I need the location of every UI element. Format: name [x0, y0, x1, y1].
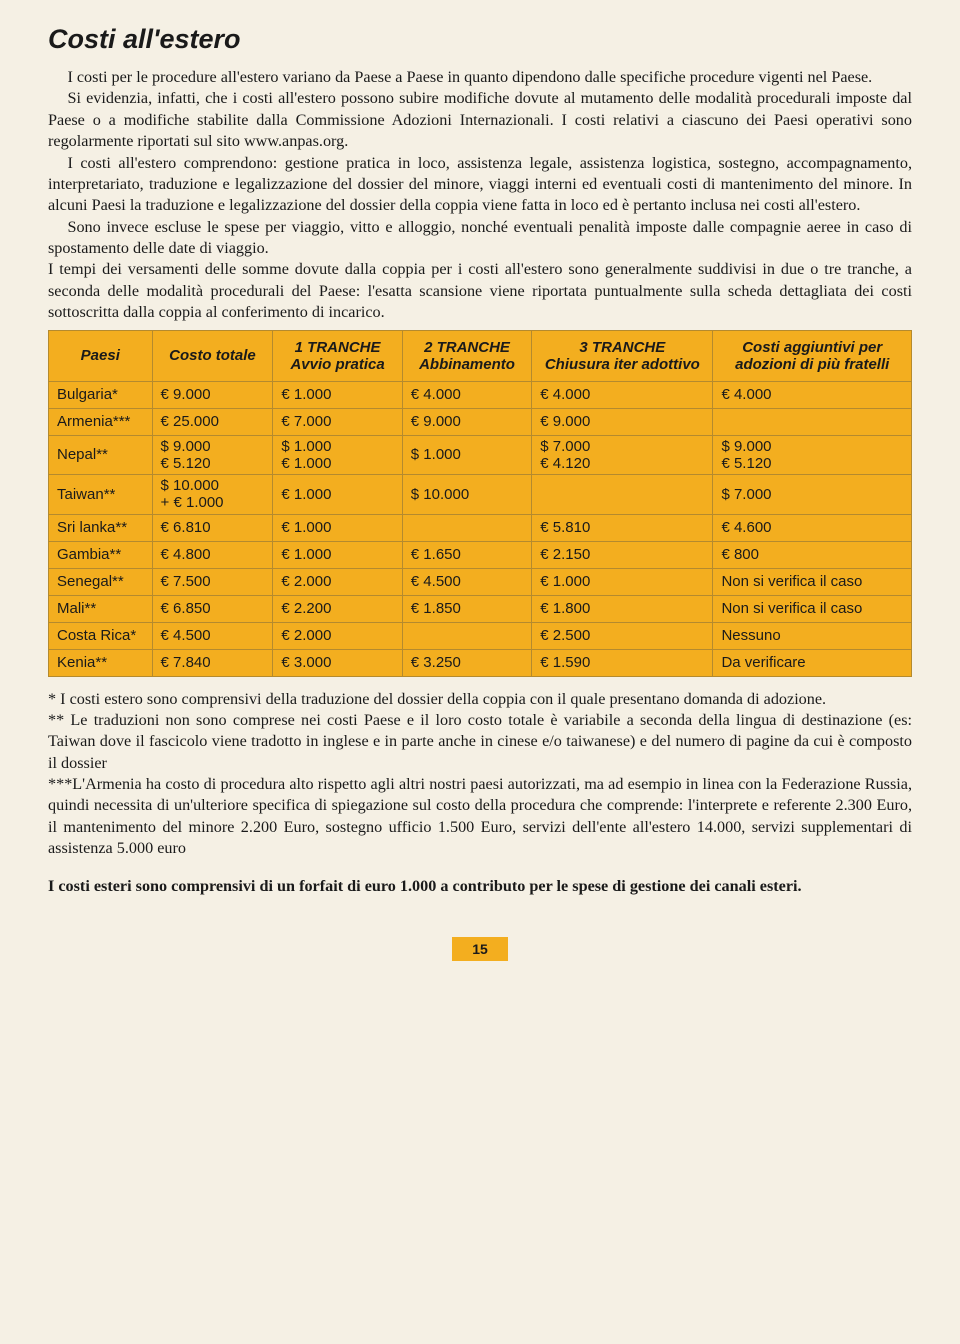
- cell-value: € 2.500: [532, 622, 713, 649]
- table-row: Nepal**$ 9.000€ 5.120$ 1.000€ 1.000$ 1.0…: [49, 435, 912, 475]
- page-number: 15: [452, 937, 508, 961]
- cell-country: Kenia**: [49, 649, 153, 676]
- footnote-1: * I costi estero sono comprensivi della …: [48, 689, 912, 710]
- cell-value: $ 7.000: [713, 475, 912, 515]
- cell-value: Da verificare: [713, 649, 912, 676]
- cell-value: € 6.810: [152, 514, 273, 541]
- cell-country: Senegal**: [49, 568, 153, 595]
- cell-value: € 1.800: [532, 595, 713, 622]
- cell-value: € 1.000: [273, 541, 402, 568]
- cell-value: € 4.000: [713, 381, 912, 408]
- cell-country: Costa Rica*: [49, 622, 153, 649]
- th-costo: Costo totale: [152, 330, 273, 381]
- cell-value: € 1.000: [532, 568, 713, 595]
- paragraph-1: I costi per le procedure all'estero vari…: [48, 67, 912, 88]
- footnote-2: ** Le traduzioni non sono comprese nei c…: [48, 710, 912, 774]
- cell-value: € 7.500: [152, 568, 273, 595]
- cell-value: € 2.000: [273, 622, 402, 649]
- cell-value: € 1.000: [273, 514, 402, 541]
- table-row: Gambia**€ 4.800€ 1.000€ 1.650€ 2.150€ 80…: [49, 541, 912, 568]
- table-row: Taiwan**$ 10.000+ € 1.000€ 1.000$ 10.000…: [49, 475, 912, 515]
- body-text-block: I costi per le procedure all'estero vari…: [48, 67, 912, 324]
- cell-value: € 1.650: [402, 541, 531, 568]
- cell-value: Non si verifica il caso: [713, 568, 912, 595]
- th-tranche1: 1 TRANCHEAvvio pratica: [273, 330, 402, 381]
- footnote-3: ***L'Armenia ha costo di procedura alto …: [48, 774, 912, 860]
- cell-country: Sri lanka**: [49, 514, 153, 541]
- cell-country: Taiwan**: [49, 475, 153, 515]
- cell-value: € 6.850: [152, 595, 273, 622]
- cell-value: € 800: [713, 541, 912, 568]
- table-row: Senegal**€ 7.500€ 2.000€ 4.500€ 1.000Non…: [49, 568, 912, 595]
- paragraph-4: Sono invece escluse le spese per viaggio…: [48, 217, 912, 260]
- cell-value: € 4.600: [713, 514, 912, 541]
- cell-value: € 3.000: [273, 649, 402, 676]
- table-row: Armenia***€ 25.000€ 7.000€ 9.000€ 9.000: [49, 408, 912, 435]
- footnotes-block: * I costi estero sono comprensivi della …: [48, 689, 912, 860]
- cell-country: Mali**: [49, 595, 153, 622]
- cell-value: [713, 408, 912, 435]
- cell-value: € 4.000: [402, 381, 531, 408]
- page-number-container: 15: [48, 937, 912, 961]
- th-paesi: Paesi: [49, 330, 153, 381]
- cell-value: € 5.810: [532, 514, 713, 541]
- cell-value: [402, 514, 531, 541]
- cell-value: € 2.200: [273, 595, 402, 622]
- cell-value: € 7.000: [273, 408, 402, 435]
- cell-value: € 1.590: [532, 649, 713, 676]
- table-row: Costa Rica*€ 4.500€ 2.000 € 2.500Nessuno: [49, 622, 912, 649]
- table-row: Kenia**€ 7.840€ 3.000€ 3.250€ 1.590Da ve…: [49, 649, 912, 676]
- cell-value: $ 7.000€ 4.120: [532, 435, 713, 475]
- cell-value: Nessuno: [713, 622, 912, 649]
- paragraph-2: Si evidenzia, infatti, che i costi all'e…: [48, 88, 912, 152]
- cell-value: € 2.150: [532, 541, 713, 568]
- cell-country: Nepal**: [49, 435, 153, 475]
- cell-value: [532, 475, 713, 515]
- table-row: Mali**€ 6.850€ 2.200€ 1.850€ 1.800Non si…: [49, 595, 912, 622]
- cell-value: € 7.840: [152, 649, 273, 676]
- page-title: Costi all'estero: [48, 24, 912, 55]
- cell-value: € 9.000: [532, 408, 713, 435]
- th-agg: Costi aggiuntivi peradozioni di più frat…: [713, 330, 912, 381]
- table-row: Sri lanka**€ 6.810€ 1.000 € 5.810€ 4.600: [49, 514, 912, 541]
- th-tranche2: 2 TRANCHEAbbinamento: [402, 330, 531, 381]
- bold-summary: I costi esteri sono comprensivi di un fo…: [48, 876, 912, 897]
- cell-value: € 2.000: [273, 568, 402, 595]
- cell-value: € 1.000: [273, 381, 402, 408]
- table-row: Bulgaria*€ 9.000€ 1.000€ 4.000€ 4.000€ 4…: [49, 381, 912, 408]
- cell-value: € 4.500: [402, 568, 531, 595]
- cell-value: € 4.500: [152, 622, 273, 649]
- cell-value: $ 9.000€ 5.120: [152, 435, 273, 475]
- cell-value: $ 1.000€ 1.000: [273, 435, 402, 475]
- cell-value: $ 10.000: [402, 475, 531, 515]
- cell-value: € 1.850: [402, 595, 531, 622]
- cell-value: € 3.250: [402, 649, 531, 676]
- cell-value: $ 9.000€ 5.120: [713, 435, 912, 475]
- costs-table: Paesi Costo totale 1 TRANCHEAvvio pratic…: [48, 330, 912, 677]
- paragraph-5: I tempi dei versamenti delle somme dovut…: [48, 259, 912, 323]
- cell-value: € 25.000: [152, 408, 273, 435]
- cell-value: € 9.000: [152, 381, 273, 408]
- cell-country: Armenia***: [49, 408, 153, 435]
- cell-value: € 4.800: [152, 541, 273, 568]
- cell-country: Bulgaria*: [49, 381, 153, 408]
- paragraph-3: I costi all'estero comprendono: gestione…: [48, 153, 912, 217]
- cell-value: € 9.000: [402, 408, 531, 435]
- cell-value: € 4.000: [532, 381, 713, 408]
- cell-value: € 1.000: [273, 475, 402, 515]
- cell-value: $ 1.000: [402, 435, 531, 475]
- cell-value: [402, 622, 531, 649]
- cell-country: Gambia**: [49, 541, 153, 568]
- cell-value: $ 10.000+ € 1.000: [152, 475, 273, 515]
- cell-value: Non si verifica il caso: [713, 595, 912, 622]
- th-tranche3: 3 TRANCHEChiusura iter adottivo: [532, 330, 713, 381]
